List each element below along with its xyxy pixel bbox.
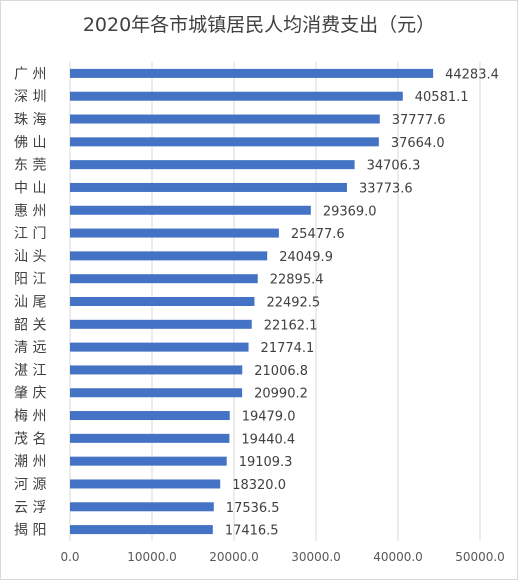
category-label: 茂 名 bbox=[14, 430, 46, 447]
value-label: 34706.3 bbox=[367, 159, 421, 174]
bar bbox=[70, 479, 221, 489]
category-label: 清 远 bbox=[14, 340, 46, 356]
bar bbox=[70, 502, 214, 512]
value-label: 17416.5 bbox=[225, 524, 279, 539]
x-tick-label: 50000.0 bbox=[455, 550, 505, 564]
category-label: 东 莞 bbox=[14, 158, 46, 174]
category-label: 韶 关 bbox=[14, 317, 46, 333]
value-label: 19109.3 bbox=[239, 455, 293, 470]
category-label: 湛 江 bbox=[14, 363, 46, 379]
x-tick-label: 30000.0 bbox=[291, 550, 341, 564]
category-label: 惠 州 bbox=[14, 203, 46, 219]
bar bbox=[70, 411, 230, 421]
bar bbox=[70, 319, 252, 329]
x-tick-label: 40000.0 bbox=[373, 550, 423, 564]
category-label: 深 圳 bbox=[14, 89, 46, 105]
bar bbox=[70, 205, 311, 215]
value-label: 22895.4 bbox=[270, 273, 324, 288]
x-tick-label: 0.0 bbox=[60, 550, 79, 564]
value-label: 18320.0 bbox=[232, 478, 286, 493]
bar bbox=[70, 342, 249, 352]
bar bbox=[70, 297, 255, 306]
value-label: 19479.0 bbox=[242, 410, 296, 425]
bar bbox=[70, 68, 434, 78]
bar bbox=[70, 388, 243, 398]
value-label: 21006.8 bbox=[254, 364, 308, 379]
category-label: 云 浮 bbox=[14, 500, 46, 516]
value-label: 19440.4 bbox=[241, 432, 295, 447]
bar bbox=[70, 456, 227, 466]
bar bbox=[70, 114, 380, 124]
chart-title: 2020年各市城镇居民人均消费支出（元） bbox=[82, 14, 436, 36]
value-label: 37777.6 bbox=[392, 113, 446, 128]
value-label: 33773.6 bbox=[359, 181, 413, 196]
category-label: 珠 海 bbox=[14, 112, 46, 128]
bar bbox=[70, 137, 379, 147]
category-label: 潮 州 bbox=[14, 454, 46, 470]
value-label: 44283.4 bbox=[445, 67, 499, 82]
x-tick-label: 10000.0 bbox=[127, 550, 177, 564]
value-label: 20990.2 bbox=[254, 387, 308, 402]
bar bbox=[70, 365, 243, 375]
value-label: 22162.1 bbox=[264, 318, 318, 333]
bar bbox=[70, 525, 213, 535]
x-tick-label: 20000.0 bbox=[209, 550, 259, 564]
category-label: 佛 山 bbox=[14, 135, 46, 151]
category-label: 江 门 bbox=[14, 226, 46, 242]
bar bbox=[70, 433, 230, 443]
value-label: 24049.9 bbox=[279, 250, 333, 265]
category-label: 河 源 bbox=[14, 477, 46, 493]
value-label: 17536.5 bbox=[226, 501, 280, 516]
category-label: 梅 州 bbox=[14, 409, 46, 425]
bar bbox=[70, 251, 268, 261]
value-label: 25477.6 bbox=[291, 227, 345, 242]
category-label: 阳 江 bbox=[14, 272, 46, 288]
value-label: 37664.0 bbox=[391, 136, 445, 151]
bar bbox=[70, 91, 403, 101]
category-label: 汕 头 bbox=[14, 249, 46, 265]
bar bbox=[70, 274, 258, 284]
category-label: 汕 尾 bbox=[14, 295, 46, 311]
value-label: 29369.0 bbox=[323, 204, 377, 219]
value-label: 40581.1 bbox=[415, 90, 469, 105]
bar bbox=[70, 228, 279, 238]
bar bbox=[70, 182, 347, 192]
value-label: 22492.5 bbox=[266, 296, 320, 311]
bar bbox=[70, 160, 355, 170]
category-label: 广 州 bbox=[14, 66, 46, 82]
category-label: 揭 阳 bbox=[14, 523, 46, 539]
value-label: 21774.1 bbox=[261, 341, 315, 356]
category-label: 肇 庆 bbox=[14, 386, 46, 402]
category-label: 中 山 bbox=[14, 180, 46, 196]
